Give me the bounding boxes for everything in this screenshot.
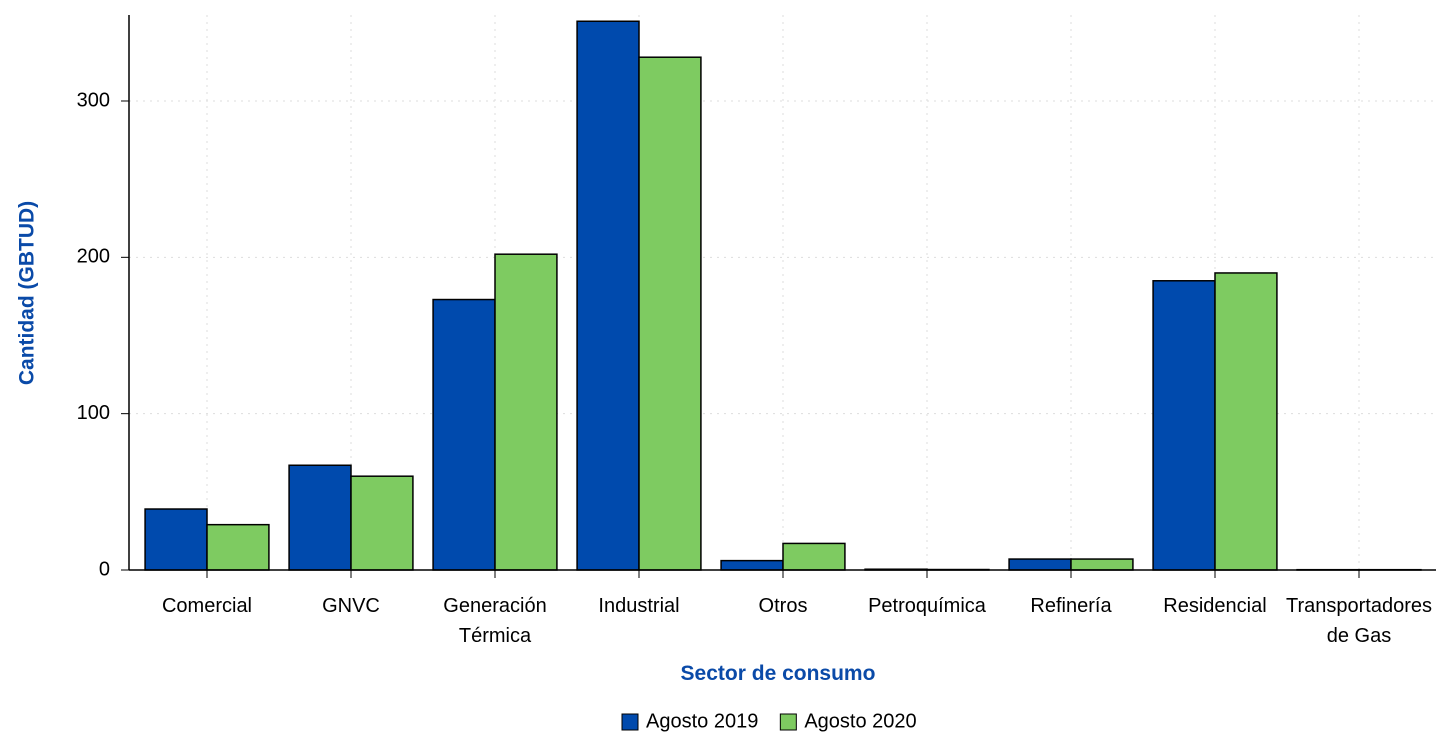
x-tick-label: Petroquímica: [868, 595, 987, 617]
bar: [494, 253, 558, 571]
bar: [720, 559, 784, 571]
x-tick-label: Industrial: [598, 595, 679, 617]
y-tick-label: 0: [99, 558, 110, 580]
y-tick-label: 200: [77, 246, 110, 268]
x-tick-label: Otros: [759, 595, 808, 617]
legend-label: Agosto 2019: [646, 710, 758, 732]
bar: [638, 56, 702, 571]
x-tick-label: GNVC: [322, 595, 380, 617]
x-tick-label-line: Generación: [443, 595, 546, 617]
y-tick-label: 300: [77, 89, 110, 111]
x-tick-label-line: de Gas: [1327, 625, 1391, 647]
bar: [1152, 280, 1216, 571]
y-axis-title: Cantidad (GBTUD): [16, 201, 39, 385]
bar: [432, 298, 496, 571]
legend-label: Agosto 2020: [804, 710, 916, 732]
y-tick-label: 100: [77, 402, 110, 424]
bar: [1214, 272, 1278, 571]
x-tick-label: Residencial: [1163, 595, 1266, 617]
bar: [206, 523, 270, 571]
x-tick-label-line: Transportadores: [1286, 595, 1432, 617]
x-tick-label: Transportadores de Gas: [1286, 595, 1432, 647]
x-tick-label: Generación Térmica: [443, 595, 546, 647]
bar: [144, 508, 208, 571]
x-tick-label: Refinería: [1030, 595, 1112, 617]
bar: [288, 464, 352, 571]
bar: [576, 20, 640, 571]
x-tick-label: Comercial: [162, 595, 252, 617]
x-tick-label-line: Térmica: [459, 625, 532, 647]
legend-swatch: [779, 713, 797, 731]
bar: [1070, 558, 1134, 571]
bar: [1008, 558, 1072, 571]
bar: [782, 542, 846, 571]
legend-swatch: [621, 713, 639, 731]
x-axis-title: Sector de consumo: [681, 662, 876, 685]
bar: [350, 475, 414, 571]
